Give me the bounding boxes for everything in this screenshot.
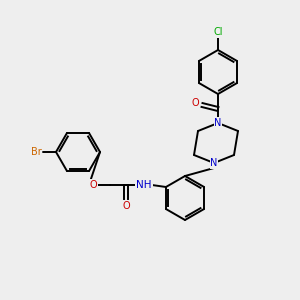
Text: N: N xyxy=(210,158,218,168)
Text: Cl: Cl xyxy=(213,27,223,37)
Text: N: N xyxy=(214,118,222,128)
Text: NH: NH xyxy=(136,180,152,190)
Text: Br: Br xyxy=(31,147,41,157)
Text: O: O xyxy=(191,98,199,108)
Text: O: O xyxy=(89,180,97,190)
Text: O: O xyxy=(122,201,130,211)
